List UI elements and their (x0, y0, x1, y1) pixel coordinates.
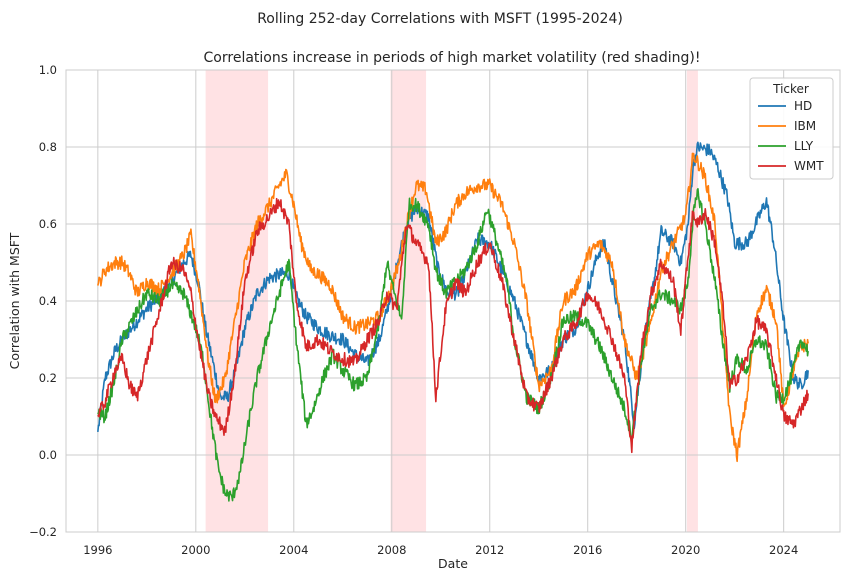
legend-entries: HD IBM LLY WMT (758, 99, 824, 173)
x-tick-label: 2016 (573, 543, 602, 557)
series-lines (97, 141, 809, 502)
y-tick-label: 0.6 (39, 217, 57, 231)
y-tick-label: 1.0 (39, 63, 57, 77)
x-axis-label: Date (438, 556, 468, 571)
x-tick-label: 2012 (475, 543, 504, 557)
y-tick-label: −0.2 (29, 525, 57, 539)
legend-label-lly: LLY (794, 139, 814, 153)
series-line-wmt (97, 197, 809, 454)
legend-label-ibm: IBM (794, 119, 816, 133)
y-tick-labels: −0.2 0.0 0.2 0.4 0.6 0.8 1.0 (29, 63, 57, 539)
plot-frame (65, 69, 841, 533)
legend-label-hd: HD (794, 99, 812, 113)
y-tick-label: 0.8 (39, 140, 57, 154)
legend-title: Ticker (772, 82, 809, 96)
x-tick-labels: 1996 2000 2004 2008 2012 2016 2020 2024 (83, 543, 798, 557)
x-tick-label: 2008 (377, 543, 406, 557)
legend: Ticker HD IBM LLY WMT (749, 77, 834, 180)
x-tick-label: 2004 (279, 543, 308, 557)
chart-title: Correlations increase in periods of high… (204, 50, 701, 66)
y-tick-label: 0.0 (39, 448, 57, 462)
legend-box (749, 77, 834, 180)
series-line-ibm (97, 152, 809, 463)
y-axis-label: Correlation with MSFT (7, 232, 22, 369)
chart-suptitle: Rolling 252-day Correlations with MSFT (… (257, 11, 623, 27)
x-tick-label: 2000 (181, 543, 210, 557)
x-tick-label: 1996 (83, 543, 112, 557)
y-tick-label: 0.4 (39, 294, 57, 308)
y-tick-label: 0.2 (39, 371, 57, 385)
series-line-lly (97, 188, 809, 502)
legend-label-wmt: WMT (794, 159, 824, 173)
x-tick-label: 2024 (769, 543, 798, 557)
x-tick-label: 2020 (671, 543, 700, 557)
